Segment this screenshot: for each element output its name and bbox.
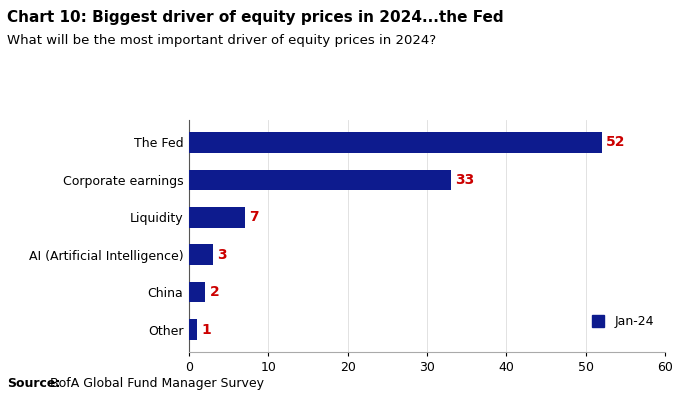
Bar	[189, 170, 451, 190]
Text: Source:: Source:	[7, 377, 60, 390]
Text: 52: 52	[606, 136, 626, 150]
Bar	[189, 244, 213, 265]
Text: 3: 3	[218, 248, 228, 262]
Text: What will be the most important driver of equity prices in 2024?: What will be the most important driver o…	[7, 34, 436, 47]
Text: 33: 33	[456, 173, 475, 187]
Text: 2: 2	[209, 285, 219, 299]
Bar	[189, 207, 244, 228]
Bar	[189, 132, 601, 153]
Text: 1: 1	[202, 322, 211, 336]
Bar	[189, 282, 205, 302]
Text: 7: 7	[249, 210, 259, 224]
Text: Chart 10: Biggest driver of equity prices in 2024...the Fed: Chart 10: Biggest driver of equity price…	[7, 10, 503, 25]
Bar	[189, 319, 197, 340]
Text: BofA Global Fund Manager Survey: BofA Global Fund Manager Survey	[46, 377, 263, 390]
Legend: Jan-24: Jan-24	[587, 310, 659, 333]
